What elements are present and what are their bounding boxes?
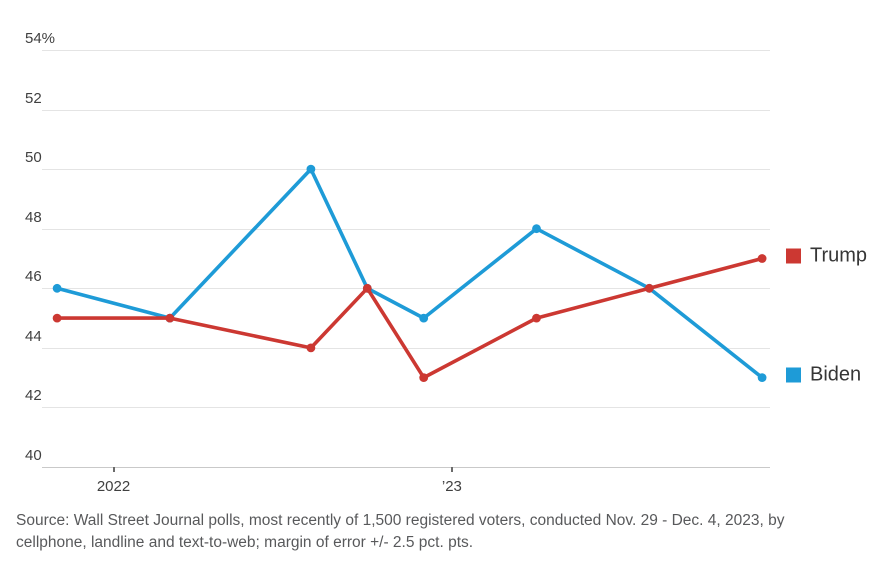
y-axis-label-54: 54% bbox=[25, 30, 56, 47]
x-axis-tick-0 bbox=[112, 467, 115, 472]
y-axis-label-48: 48 bbox=[25, 208, 42, 226]
source-note: Source: Wall Street Journal polls, most … bbox=[16, 510, 785, 554]
data-point-biden-aug-2022 bbox=[306, 164, 316, 174]
data-point-biden-nov-2021 bbox=[52, 283, 62, 293]
y-axis-label-42: 42 bbox=[25, 387, 42, 405]
y-axis-label-46: 46 bbox=[25, 268, 42, 286]
data-point-trump-apr-2023 bbox=[532, 313, 541, 323]
data-point-trump-dec-2022 bbox=[419, 373, 429, 382]
data-point-trump-oct-2022 bbox=[362, 283, 372, 293]
y-axis-label-50: 50 bbox=[25, 149, 42, 167]
data-point-trump-dec-2023 bbox=[757, 254, 767, 263]
series-line-trump bbox=[55, 256, 764, 380]
y-axis-label-44: 44 bbox=[25, 327, 42, 345]
gridline-y-48 bbox=[42, 228, 770, 230]
y-axis-label-40: 40 bbox=[25, 447, 42, 464]
legend-item-biden: Biden bbox=[786, 363, 861, 386]
x-axis-tick-1 bbox=[450, 467, 453, 472]
source-line-2: cellphone, landline and text-to-web; mar… bbox=[16, 534, 474, 551]
data-point-biden-dec-2022 bbox=[419, 313, 429, 323]
data-point-trump-aug-2022 bbox=[306, 343, 316, 353]
legend-label-biden: Biden bbox=[810, 363, 862, 386]
trump-swatch-icon bbox=[786, 248, 801, 263]
gridline-y-46 bbox=[42, 288, 770, 290]
gridline-y-54 bbox=[42, 50, 770, 51]
gridline-y-40 bbox=[42, 467, 770, 468]
gridline-y-42 bbox=[42, 407, 770, 409]
data-point-trump-aug-2023 bbox=[644, 283, 654, 293]
gridline-y-50 bbox=[42, 169, 770, 171]
biden-swatch-icon bbox=[786, 367, 801, 383]
data-point-trump-mar-2022 bbox=[165, 313, 175, 323]
data-point-biden-dec-2023 bbox=[757, 373, 767, 382]
x-axis-label-0: 2022 bbox=[96, 478, 131, 495]
data-point-biden-apr-2023 bbox=[532, 224, 541, 234]
source-line-1: Source: Wall Street Journal polls, most … bbox=[16, 512, 785, 529]
y-axis-label-52: 52 bbox=[25, 89, 42, 107]
gridline-y-52 bbox=[42, 109, 770, 111]
legend-label-trump: Trump bbox=[810, 244, 868, 266]
x-axis-label-1: ’23 bbox=[441, 478, 462, 495]
data-point-trump-nov-2021 bbox=[52, 313, 62, 323]
series-line-biden bbox=[55, 167, 764, 380]
legend-item-trump: Trump bbox=[786, 244, 867, 267]
